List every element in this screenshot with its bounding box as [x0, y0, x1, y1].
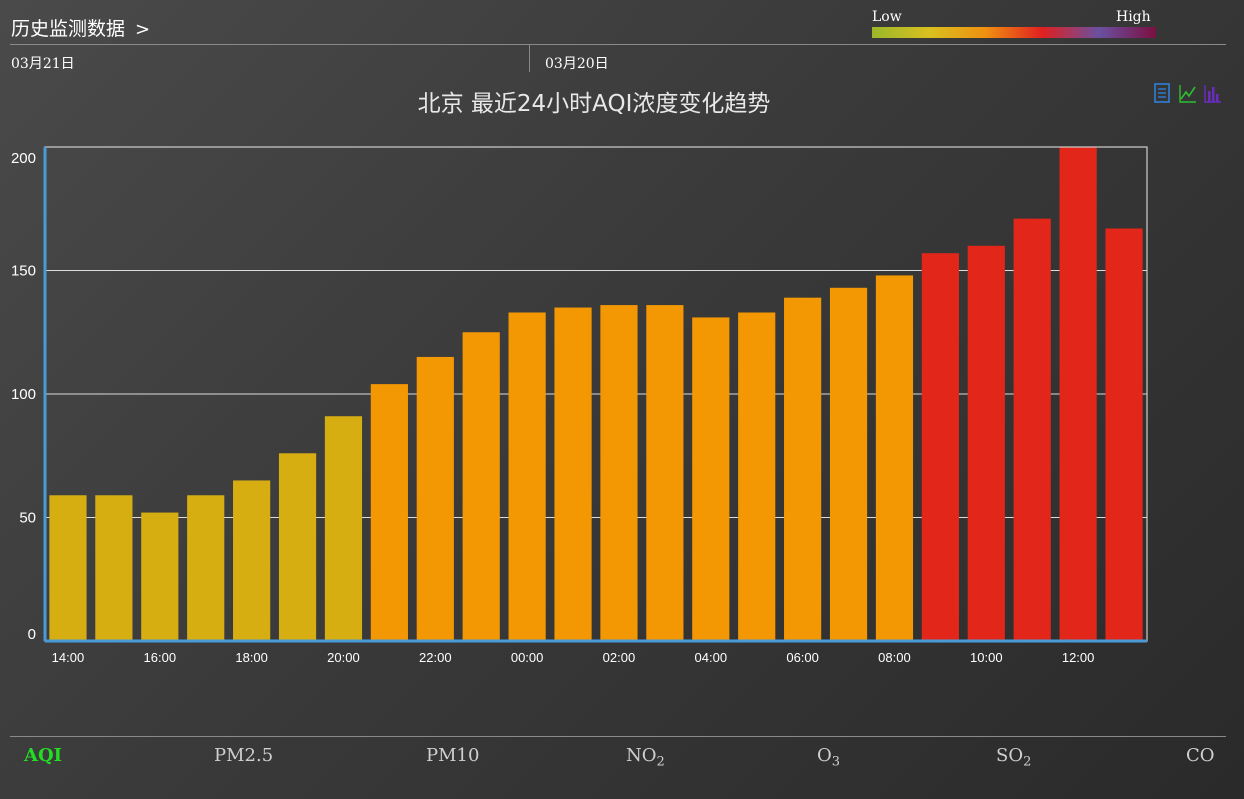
- bar-01:00: [554, 307, 592, 641]
- bars-layer: [49, 147, 1143, 642]
- axes-layer: [43, 146, 1148, 643]
- bar-02:00: [600, 305, 638, 641]
- history-data-link[interactable]: 历史监测数据 >: [11, 14, 150, 41]
- bar-03:00: [646, 305, 684, 641]
- x-tick-label: 16:00: [144, 650, 177, 665]
- bar-08:00: [875, 275, 914, 641]
- tab-co[interactable]: CO: [1186, 745, 1215, 766]
- tab-no2[interactable]: NO2: [626, 745, 665, 770]
- date-tab-0320[interactable]: 03月20日: [545, 56, 609, 72]
- chart-title: 北京 最近24小时AQI浓度变化趋势: [417, 91, 771, 117]
- x-tick-label: 14:00: [52, 650, 85, 665]
- chevron-right-icon: >: [135, 19, 151, 40]
- color-scale-bar: [872, 27, 1156, 38]
- tab-so2[interactable]: SO2: [996, 745, 1032, 770]
- bar-06:00: [784, 297, 822, 641]
- bar-12:00: [1059, 147, 1097, 641]
- history-title: 历史监测数据: [11, 18, 126, 40]
- x-tick-label: 18:00: [235, 650, 268, 665]
- bar-11:00: [1013, 218, 1051, 641]
- line-chart-icon[interactable]: [1178, 82, 1197, 104]
- bottom-divider: [10, 736, 1226, 737]
- x-tick-label: 00:00: [511, 650, 544, 665]
- bar-04:00: [692, 317, 730, 641]
- x-tick-label: 08:00: [878, 650, 911, 665]
- x-tick-label: 20:00: [327, 650, 360, 665]
- grid-layer: [45, 270, 1147, 518]
- bar-19:00: [278, 453, 317, 641]
- bar-14:00: [49, 495, 87, 641]
- bar-15:00: [95, 495, 133, 641]
- x-tick-label: 06:00: [786, 650, 819, 665]
- bar-17:00: [187, 495, 225, 641]
- x-tick-label: 04:00: [695, 650, 728, 665]
- table-icon[interactable]: [1153, 82, 1172, 104]
- labels-layer: 0 50 100 150 200 14:00 16:00 18:00 20:00 22:00 00:…: [11, 150, 1094, 665]
- y-tick-label: 200: [11, 150, 36, 167]
- bar-13:00: [1105, 228, 1143, 641]
- bar-chart-icon[interactable]: [1203, 82, 1222, 104]
- bar-05:00: [738, 312, 776, 641]
- bar-22:00: [416, 356, 454, 641]
- y-tick-label: 100: [11, 386, 36, 403]
- tab-o3[interactable]: O3: [817, 745, 841, 770]
- bar-10:00: [967, 245, 1005, 642]
- legend-high-label: High: [1116, 9, 1151, 25]
- x-tick-label: 22:00: [419, 650, 452, 665]
- bar-23:00: [462, 332, 500, 641]
- bar-18:00: [233, 480, 271, 641]
- view-switcher: [1153, 82, 1222, 104]
- top-divider: [10, 44, 1226, 45]
- y-tick-label: 0: [28, 626, 36, 643]
- tab-aqi[interactable]: AQI: [24, 745, 63, 766]
- y-tick-label: 150: [11, 263, 36, 280]
- bar-09:00: [921, 253, 959, 641]
- bar-00:00: [508, 312, 546, 641]
- tab-pm25[interactable]: PM2.5: [214, 745, 274, 766]
- bar-20:00: [324, 416, 363, 641]
- y-tick-label: 50: [19, 510, 36, 527]
- bar-16:00: [141, 512, 179, 641]
- x-tick-label: 12:00: [1062, 650, 1095, 665]
- bar-07:00: [829, 287, 868, 641]
- legend-low-label: Low: [872, 9, 902, 25]
- date-tab-0321[interactable]: 03月21日: [11, 56, 75, 72]
- bar-21:00: [370, 384, 408, 641]
- x-tick-label: 10:00: [970, 650, 1003, 665]
- date-divider: [529, 45, 530, 72]
- x-tick-label: 02:00: [603, 650, 636, 665]
- tab-pm10[interactable]: PM10: [426, 745, 480, 766]
